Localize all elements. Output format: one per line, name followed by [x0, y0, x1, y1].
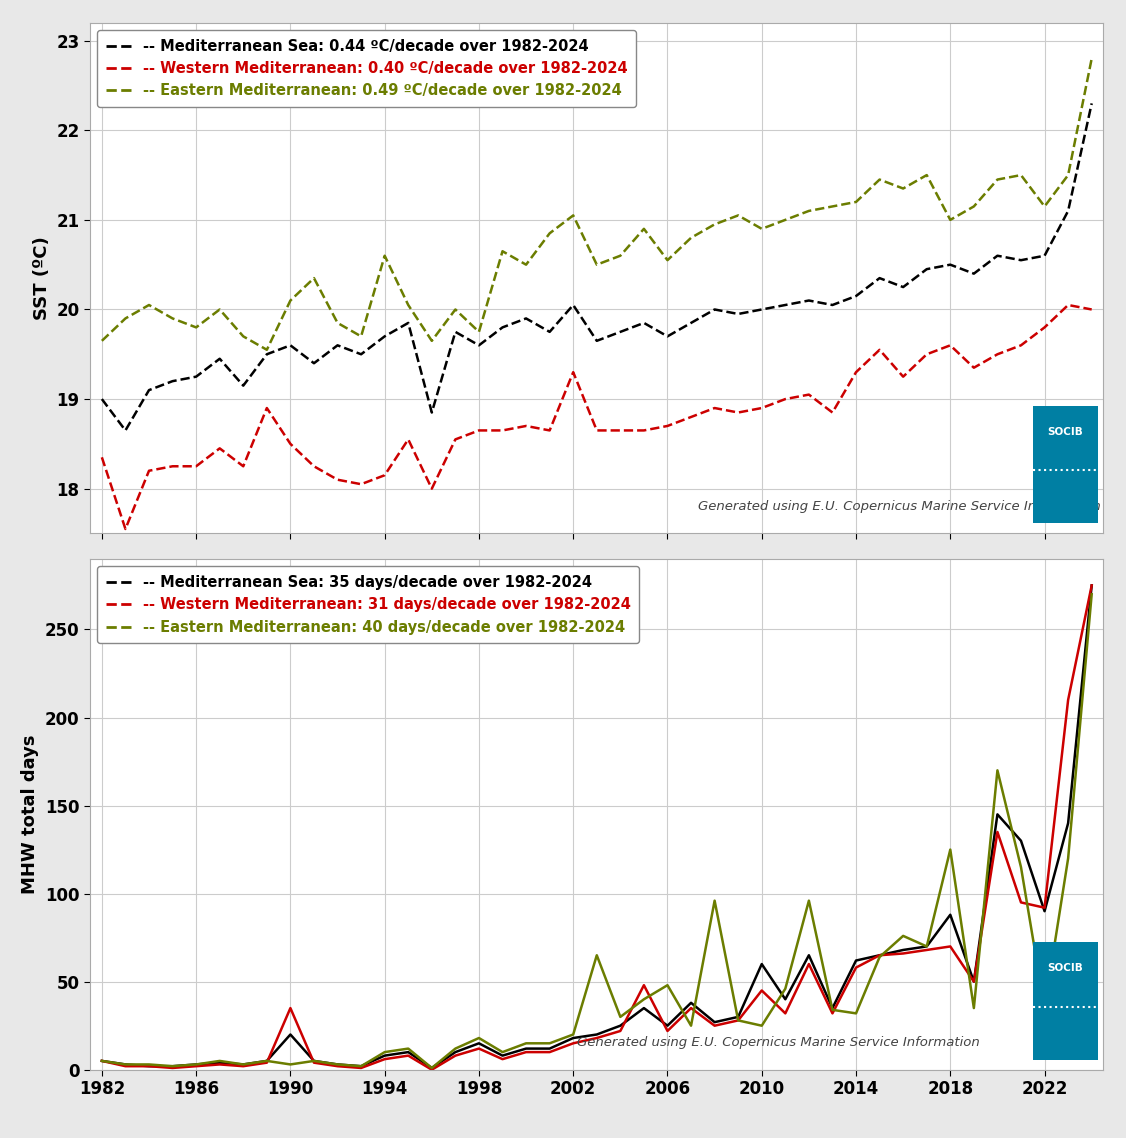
Text: Generated using E.U. Copernicus Marine Service Information: Generated using E.U. Copernicus Marine S…	[698, 500, 1101, 513]
Y-axis label: SST (ºC): SST (ºC)	[33, 237, 51, 320]
Text: SOCIB: SOCIB	[1047, 963, 1083, 973]
Y-axis label: MHW total days: MHW total days	[21, 735, 39, 894]
Text: Generated using E.U. Copernicus Marine Service Information: Generated using E.U. Copernicus Marine S…	[577, 1037, 980, 1049]
Legend: -- Mediterranean Sea: 35 days/decade over 1982-2024, -- Western Mediterranean: 3: -- Mediterranean Sea: 35 days/decade ove…	[97, 567, 640, 643]
Text: SOCIB: SOCIB	[1047, 427, 1083, 437]
Legend: -- Mediterranean Sea: 0.44 ºC/decade over 1982-2024, -- Western Mediterranean: 0: -- Mediterranean Sea: 0.44 ºC/decade ove…	[97, 30, 636, 107]
